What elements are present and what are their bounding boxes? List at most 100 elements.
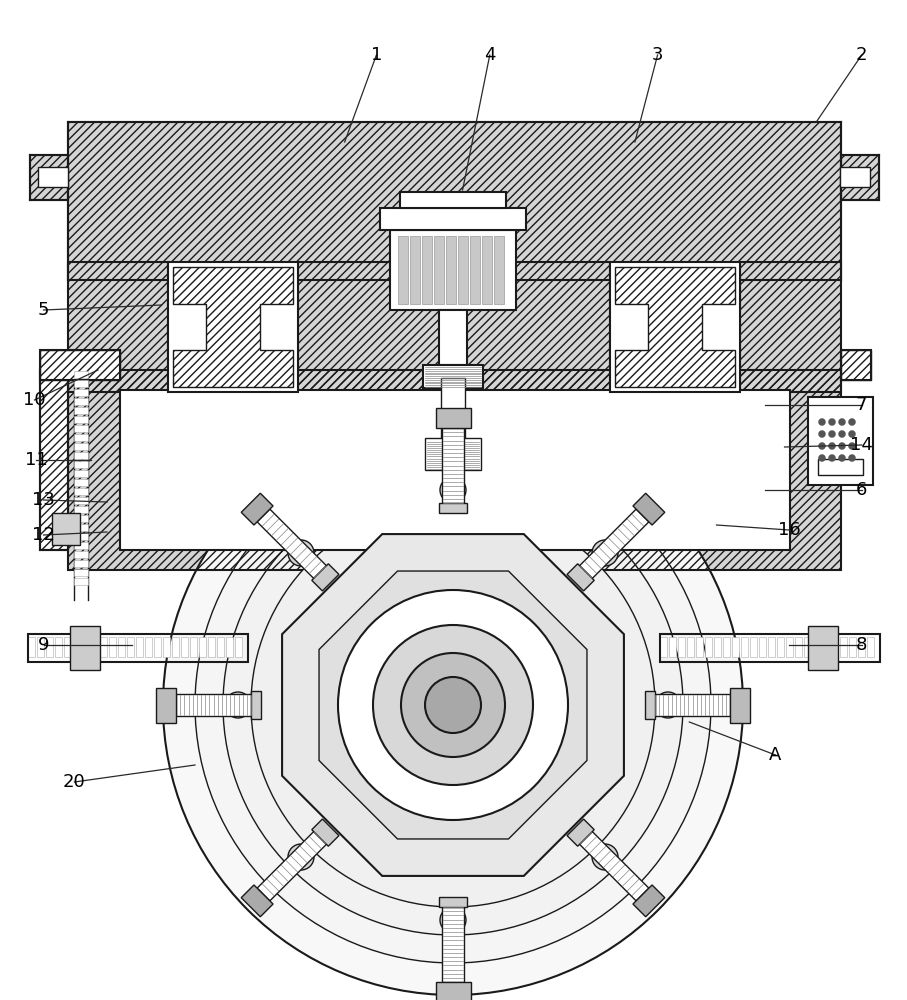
Bar xyxy=(30,155,68,200)
Bar xyxy=(68,262,168,392)
Bar xyxy=(470,236,480,304)
Bar xyxy=(732,637,739,657)
Bar xyxy=(154,637,161,657)
Bar xyxy=(68,370,841,570)
Polygon shape xyxy=(615,267,735,387)
Bar xyxy=(145,637,152,657)
Bar xyxy=(74,542,88,549)
Bar xyxy=(68,262,168,392)
Circle shape xyxy=(598,546,612,560)
Text: 8: 8 xyxy=(856,636,867,654)
Bar xyxy=(55,637,62,657)
Polygon shape xyxy=(435,982,471,1000)
Bar xyxy=(199,637,206,657)
Bar xyxy=(841,350,871,380)
Bar xyxy=(74,578,88,585)
Bar xyxy=(74,533,88,540)
Circle shape xyxy=(818,454,825,462)
Circle shape xyxy=(373,625,533,785)
Polygon shape xyxy=(257,832,327,901)
Bar xyxy=(795,637,802,657)
Bar xyxy=(109,637,116,657)
Bar xyxy=(750,637,757,657)
Bar xyxy=(74,434,88,441)
Bar xyxy=(660,637,667,657)
Bar xyxy=(822,637,829,657)
Circle shape xyxy=(828,430,835,438)
Bar xyxy=(858,637,865,657)
Circle shape xyxy=(661,698,675,712)
Circle shape xyxy=(338,590,568,820)
Bar xyxy=(425,438,481,470)
Circle shape xyxy=(838,418,845,426)
Circle shape xyxy=(849,418,855,426)
Text: 16: 16 xyxy=(777,521,801,539)
Bar xyxy=(768,637,775,657)
Bar xyxy=(400,192,506,208)
Bar xyxy=(831,637,838,657)
Bar xyxy=(38,167,68,187)
Text: 3: 3 xyxy=(652,46,663,64)
Bar xyxy=(777,637,784,657)
Circle shape xyxy=(838,430,845,438)
Bar xyxy=(808,626,838,670)
Bar xyxy=(190,637,197,657)
Bar xyxy=(841,350,871,380)
Text: 12: 12 xyxy=(32,526,55,544)
Polygon shape xyxy=(439,503,467,513)
Circle shape xyxy=(838,442,845,450)
Bar xyxy=(74,488,88,495)
Text: 14: 14 xyxy=(850,436,873,454)
Bar xyxy=(439,310,467,365)
Bar xyxy=(298,262,610,392)
Circle shape xyxy=(294,850,308,864)
Bar xyxy=(813,637,820,657)
Text: 11: 11 xyxy=(24,451,48,469)
Text: 7: 7 xyxy=(856,396,867,414)
Bar xyxy=(74,479,88,486)
Bar xyxy=(37,637,44,657)
Bar xyxy=(226,637,233,657)
Bar xyxy=(74,569,88,576)
Bar xyxy=(74,416,88,423)
Bar xyxy=(482,236,492,304)
Bar xyxy=(70,626,100,670)
Circle shape xyxy=(849,454,855,462)
Circle shape xyxy=(446,913,460,927)
Bar xyxy=(840,637,847,657)
Circle shape xyxy=(818,442,825,450)
Bar xyxy=(398,236,408,304)
Bar xyxy=(82,637,89,657)
Polygon shape xyxy=(176,694,251,716)
Bar xyxy=(74,515,88,522)
Bar xyxy=(217,637,224,657)
Text: 5: 5 xyxy=(38,301,49,319)
Bar xyxy=(127,637,134,657)
Bar xyxy=(804,637,811,657)
Bar xyxy=(73,637,80,657)
Bar xyxy=(849,637,856,657)
Bar xyxy=(74,551,88,558)
Bar xyxy=(840,167,870,187)
Bar xyxy=(136,637,143,657)
Bar xyxy=(74,389,88,396)
Bar xyxy=(841,350,871,380)
Polygon shape xyxy=(633,885,665,917)
Circle shape xyxy=(838,454,845,462)
Bar xyxy=(40,350,120,380)
Bar xyxy=(120,390,790,550)
Text: 10: 10 xyxy=(24,391,45,409)
Polygon shape xyxy=(173,267,293,387)
Bar xyxy=(68,370,841,570)
Circle shape xyxy=(849,442,855,450)
Bar xyxy=(74,380,88,387)
Polygon shape xyxy=(655,694,730,716)
Bar xyxy=(714,637,721,657)
Bar xyxy=(100,637,107,657)
Circle shape xyxy=(288,540,314,566)
Bar xyxy=(163,637,170,657)
Circle shape xyxy=(223,475,683,935)
Circle shape xyxy=(440,907,466,933)
Bar xyxy=(64,637,71,657)
Bar xyxy=(678,637,685,657)
